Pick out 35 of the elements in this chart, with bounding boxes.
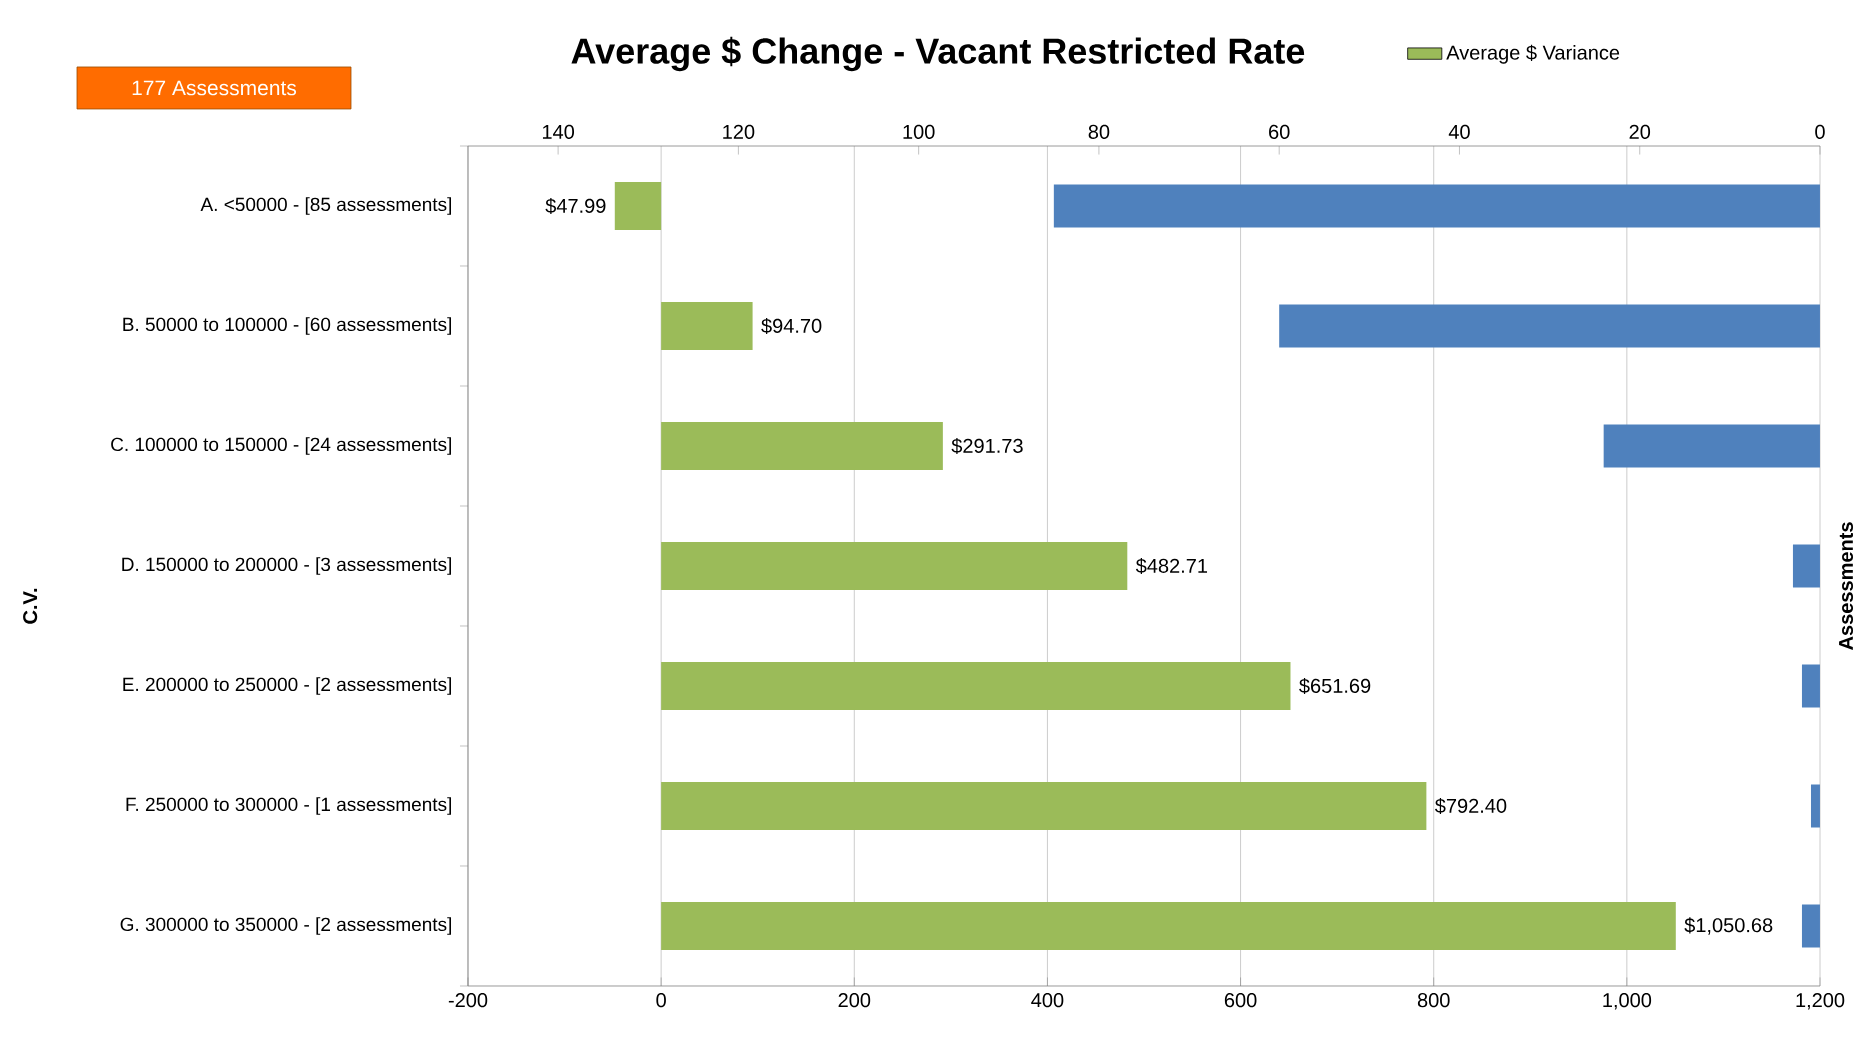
x2-tick-label: 60: [1269, 124, 1290, 139]
y-tick-label: E. 200000 to 250000 - [2 assessments]: [123, 677, 451, 695]
y-tick-label: C. 100000 to 150000 - [24 assessments]: [111, 437, 451, 455]
x2-tick-label: 80: [1088, 124, 1110, 139]
data-label: $291.73: [951, 437, 1023, 455]
text: 177 Assessments: [132, 80, 297, 96]
x2-tick-label: 100: [903, 124, 935, 139]
chart-title: Average $ Change - Vacant Restricted Rate: [571, 36, 1305, 72]
data-label: $94.70: [761, 317, 822, 335]
x2-tick-label: 40: [1448, 124, 1470, 139]
x-tick-label: 800: [1417, 993, 1450, 1008]
data-label: $482.71: [1135, 557, 1208, 575]
y-tick-label: A. <50000 - [85 assessments]: [200, 197, 451, 215]
x-tick-label: 400: [1031, 993, 1064, 1008]
y-axis-title: C.V.: [23, 588, 38, 624]
x-tick-label: -200: [448, 993, 488, 1008]
data-label: $1,050.68: [1684, 917, 1773, 935]
x2-axis-title: Assessments: [1839, 522, 1854, 650]
x-tick-label: 600: [1224, 993, 1257, 1008]
y-tick-label: B. 50000 to 100000 - [60 assessments]: [123, 317, 451, 335]
annotation: $47.99: [545, 197, 606, 215]
legend-label: Average $ Variance: [1446, 44, 1620, 64]
data-label: $792.40: [1434, 797, 1507, 815]
x2-tick-label: 0: [1815, 124, 1825, 139]
y-tick-label: G. 300000 to 350000 - [2 assessments]: [120, 917, 451, 935]
x2-tick-label: 140: [542, 124, 575, 139]
x2-tick-label: 20: [1629, 124, 1651, 139]
data-label: $651.69: [1299, 677, 1371, 695]
x-tick-label: 0: [656, 993, 666, 1008]
y-tick-label: F. 250000 to 300000 - [1 assessments]: [126, 797, 451, 815]
y-tick-label: D. 150000 to 200000 - [3 assessments]: [122, 557, 451, 575]
x-tick-label: 1,200: [1796, 993, 1845, 1010]
x2-tick-label: 120: [723, 124, 755, 139]
x-tick-label: 200: [838, 993, 871, 1008]
x-tick-label: 1,000: [1603, 993, 1652, 1010]
